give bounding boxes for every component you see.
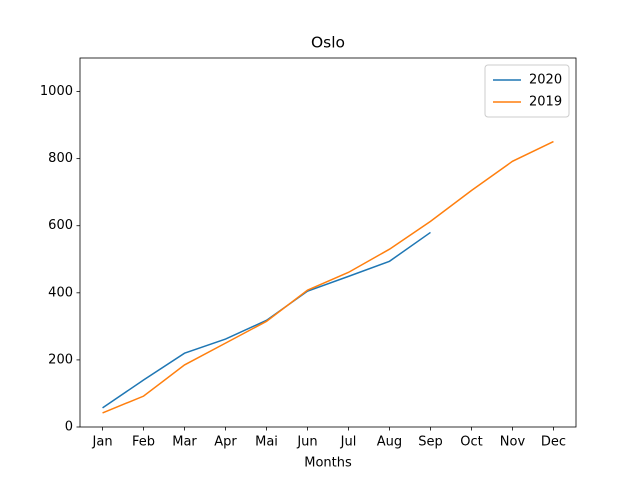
y-tick-label: 1000 [40,84,73,99]
series-line [102,231,431,409]
x-tick-label: Aug [377,435,402,450]
y-tick-label: 400 [48,285,73,300]
x-tick-label: Dec [541,435,566,450]
y-tick-label: 800 [48,151,73,166]
chart-title: Oslo [311,34,345,52]
x-tick-label: Mar [172,435,197,450]
plot-frame [79,57,577,428]
legend-box [484,64,570,118]
x-tick-label: Oct [460,435,482,450]
x-tick-label: Nov [500,435,526,450]
series-line [102,140,554,414]
x-tick-label: Feb [132,435,155,450]
x-tick-label: Jul [340,435,357,450]
legend-label: 2020 [529,73,562,88]
y-tick-label: 600 [48,218,73,233]
x-axis-label: Months [304,456,352,471]
x-tick-label: Apr [214,435,237,450]
legend-label: 2019 [529,95,562,110]
x-tick-label: Jun [296,435,317,450]
x-tick-label: Jan [92,435,113,450]
y-tick-label: 200 [48,352,73,367]
x-tick-label: Sep [418,435,443,450]
x-tick-label: Mai [255,435,278,450]
y-tick-label: 0 [65,420,73,435]
